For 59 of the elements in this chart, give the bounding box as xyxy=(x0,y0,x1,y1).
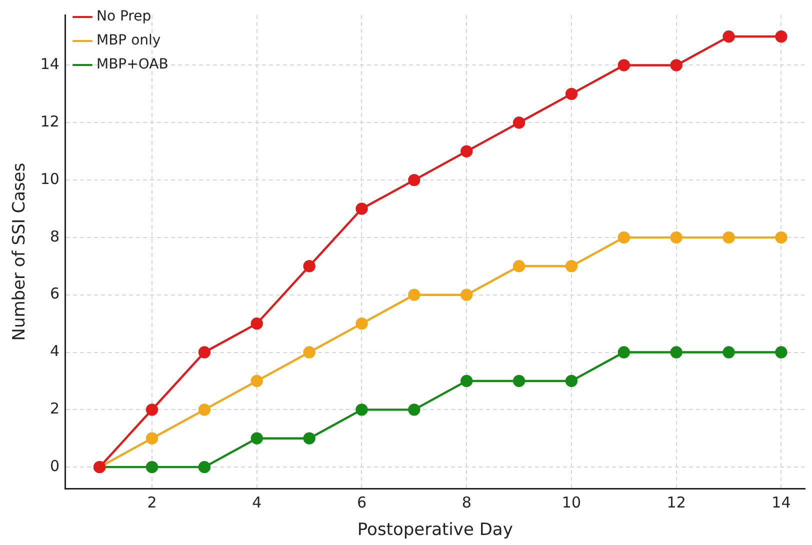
point xyxy=(356,317,368,330)
point xyxy=(722,346,735,358)
point xyxy=(198,404,211,416)
y-tick-label: 4 xyxy=(50,342,60,360)
point xyxy=(460,374,473,388)
x-tick-label: 10 xyxy=(562,493,582,512)
y-tick-label: 12 xyxy=(40,112,60,131)
point xyxy=(618,346,630,358)
point xyxy=(512,374,526,388)
point xyxy=(408,288,420,301)
point xyxy=(408,174,420,186)
x-tick-label: 8 xyxy=(462,493,472,512)
x-axis-title: Postoperative Day xyxy=(357,520,513,540)
x-tick-label: 12 xyxy=(666,493,686,512)
point xyxy=(565,88,578,100)
x-tick-label: 2 xyxy=(147,493,157,512)
point xyxy=(198,460,211,474)
point xyxy=(250,374,263,388)
point xyxy=(146,432,158,444)
point xyxy=(618,59,630,72)
x-tick-label: 14 xyxy=(772,493,791,512)
point xyxy=(460,145,473,158)
y-tick-label: 10 xyxy=(40,170,60,188)
point xyxy=(775,231,788,244)
point xyxy=(303,432,316,444)
legend-label: MBP+OAB xyxy=(96,56,168,73)
x-tick-label: 4 xyxy=(252,493,262,512)
point xyxy=(512,260,526,272)
point xyxy=(146,460,158,474)
point xyxy=(408,404,420,416)
point xyxy=(670,346,682,358)
point xyxy=(356,202,368,215)
point xyxy=(722,231,735,244)
legend-label: No Prep xyxy=(96,8,152,25)
x-tick-label: 6 xyxy=(356,493,367,512)
legend-label: MBP only xyxy=(96,32,161,49)
point xyxy=(250,317,263,330)
point xyxy=(775,346,788,358)
y-axis-title: Number of SSI Cases xyxy=(10,162,30,341)
point xyxy=(670,231,682,244)
point xyxy=(198,346,211,358)
point xyxy=(722,30,735,43)
point xyxy=(565,260,578,272)
y-tick-label: 14 xyxy=(40,55,60,74)
point xyxy=(512,116,526,129)
point xyxy=(775,30,788,43)
point xyxy=(460,288,473,301)
point xyxy=(565,374,578,388)
point xyxy=(146,404,158,416)
y-tick-label: 6 xyxy=(50,284,60,303)
y-tick-label: 2 xyxy=(50,400,60,418)
y-tick-label: 0 xyxy=(50,456,60,475)
point xyxy=(356,404,368,416)
point xyxy=(670,59,682,72)
point xyxy=(303,260,316,272)
point xyxy=(618,231,630,244)
y-tick-label: 8 xyxy=(50,227,60,246)
point xyxy=(303,346,316,358)
point xyxy=(250,432,263,444)
